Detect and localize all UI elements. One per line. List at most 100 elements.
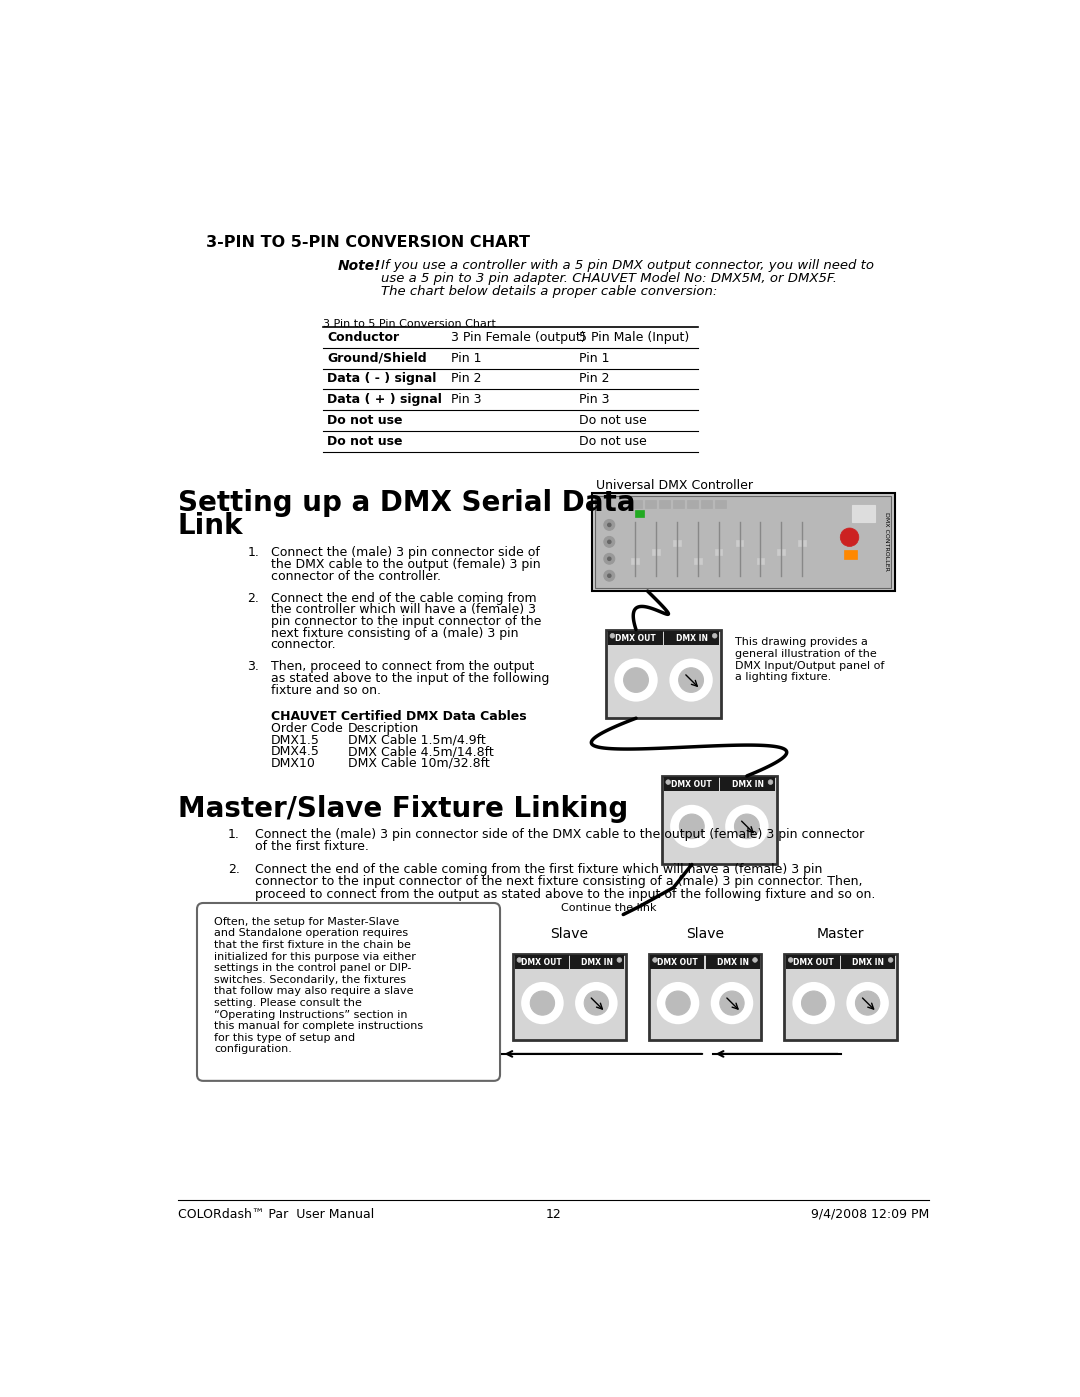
Circle shape bbox=[604, 520, 615, 531]
Circle shape bbox=[607, 556, 611, 562]
Text: 3 Pin to 5 Pin Conversion Chart: 3 Pin to 5 Pin Conversion Chart bbox=[323, 320, 496, 330]
Text: 3.: 3. bbox=[247, 661, 259, 673]
Text: Connect the end of the cable coming from the first fixture which will have a (fe: Connect the end of the cable coming from… bbox=[255, 863, 823, 876]
Circle shape bbox=[888, 958, 893, 963]
Circle shape bbox=[623, 668, 648, 693]
Text: of the first fixture.: of the first fixture. bbox=[255, 840, 369, 852]
Bar bbox=[650, 956, 704, 970]
Circle shape bbox=[517, 958, 522, 963]
Text: Pin 2: Pin 2 bbox=[451, 373, 482, 386]
Bar bbox=[778, 549, 785, 555]
Text: 3 Pin Female (output): 3 Pin Female (output) bbox=[451, 331, 585, 344]
Text: Slave: Slave bbox=[551, 928, 589, 942]
Text: Note!: Note! bbox=[338, 260, 381, 274]
Text: DMX OUT: DMX OUT bbox=[793, 958, 834, 967]
Bar bbox=[592, 493, 894, 591]
Bar bbox=[652, 549, 660, 555]
Text: Setting up a DMX Serial Data: Setting up a DMX Serial Data bbox=[177, 489, 635, 517]
Text: Link: Link bbox=[177, 511, 243, 539]
Text: If you use a controller with a 5 pin DMX output connector, you will need to: If you use a controller with a 5 pin DMX… bbox=[381, 260, 875, 272]
Circle shape bbox=[720, 990, 744, 1016]
Text: CHAUVET Certified DMX Data Cables: CHAUVET Certified DMX Data Cables bbox=[271, 710, 526, 722]
Text: 3-PIN TO 5-PIN CONVERSION CHART: 3-PIN TO 5-PIN CONVERSION CHART bbox=[206, 235, 530, 250]
Bar bbox=[659, 500, 670, 509]
Circle shape bbox=[712, 983, 752, 1023]
Bar bbox=[673, 539, 680, 546]
Circle shape bbox=[652, 958, 658, 963]
Bar bbox=[687, 500, 698, 509]
Circle shape bbox=[666, 780, 671, 784]
Circle shape bbox=[607, 539, 611, 545]
Text: the DMX cable to the output (female) 3 pin: the DMX cable to the output (female) 3 p… bbox=[271, 557, 540, 571]
Text: Pin 1: Pin 1 bbox=[579, 352, 609, 365]
Bar bbox=[786, 956, 840, 970]
Circle shape bbox=[726, 806, 768, 847]
Circle shape bbox=[734, 814, 759, 838]
Bar bbox=[649, 954, 761, 1039]
Text: Pin 1: Pin 1 bbox=[451, 352, 482, 365]
Circle shape bbox=[576, 983, 617, 1023]
Circle shape bbox=[658, 983, 699, 1023]
Circle shape bbox=[794, 983, 834, 1023]
Text: Data ( + ) signal: Data ( + ) signal bbox=[327, 393, 442, 407]
Bar bbox=[631, 500, 642, 509]
Circle shape bbox=[523, 983, 563, 1023]
Text: DMX IN: DMX IN bbox=[717, 958, 748, 967]
Bar bbox=[662, 775, 777, 865]
Circle shape bbox=[607, 522, 611, 527]
Bar bbox=[645, 500, 656, 509]
Text: Connect the (male) 3 pin connector side of the DMX cable to the output (female) : Connect the (male) 3 pin connector side … bbox=[255, 827, 864, 841]
Text: DMX IN: DMX IN bbox=[676, 634, 707, 643]
Bar bbox=[570, 956, 624, 970]
Circle shape bbox=[610, 633, 615, 638]
Text: Data ( - ) signal: Data ( - ) signal bbox=[327, 373, 436, 386]
Circle shape bbox=[788, 958, 793, 963]
Circle shape bbox=[604, 536, 615, 548]
Text: Do not use: Do not use bbox=[579, 414, 647, 427]
Text: DMX IN: DMX IN bbox=[731, 780, 764, 789]
Bar bbox=[631, 557, 638, 564]
Text: Do not use: Do not use bbox=[579, 434, 647, 448]
Text: The chart below details a proper cable conversion:: The chart below details a proper cable c… bbox=[381, 285, 718, 299]
Circle shape bbox=[801, 990, 826, 1016]
Bar bbox=[515, 956, 568, 970]
Circle shape bbox=[855, 990, 880, 1016]
Text: Master/Slave Fixture Linking: Master/Slave Fixture Linking bbox=[177, 795, 627, 823]
Circle shape bbox=[753, 958, 757, 963]
Text: Do not use: Do not use bbox=[327, 414, 403, 427]
Text: DMX Cable 1.5m/4.9ft: DMX Cable 1.5m/4.9ft bbox=[348, 733, 486, 746]
Text: Then, proceed to connect from the output: Then, proceed to connect from the output bbox=[271, 661, 534, 673]
Circle shape bbox=[530, 990, 554, 1016]
Bar bbox=[852, 504, 875, 522]
Text: Often, the setup for Master-Slave
and Standalone operation requires
that the fir: Often, the setup for Master-Slave and St… bbox=[214, 916, 423, 1055]
Text: proceed to connect from the output as stated above to the input of the following: proceed to connect from the output as st… bbox=[255, 887, 876, 901]
Text: 2.: 2. bbox=[228, 863, 240, 876]
Text: fixture and so on.: fixture and so on. bbox=[271, 683, 380, 697]
Circle shape bbox=[607, 573, 611, 578]
Bar bbox=[701, 500, 712, 509]
Circle shape bbox=[666, 990, 690, 1016]
Text: connector.: connector. bbox=[271, 638, 336, 651]
Circle shape bbox=[584, 990, 608, 1016]
Bar bbox=[595, 496, 891, 588]
Bar bbox=[757, 557, 765, 564]
Text: the controller which will have a (female) 3: the controller which will have a (female… bbox=[271, 604, 536, 616]
Circle shape bbox=[679, 814, 704, 838]
Circle shape bbox=[768, 780, 773, 784]
Text: 9/4/2008 12:09 PM: 9/4/2008 12:09 PM bbox=[811, 1208, 930, 1221]
Text: DMX Cable 4.5m/14.8ft: DMX Cable 4.5m/14.8ft bbox=[348, 745, 494, 759]
Text: Master: Master bbox=[816, 928, 864, 942]
Text: Ground/Shield: Ground/Shield bbox=[327, 352, 427, 365]
Text: Order Code: Order Code bbox=[271, 722, 342, 735]
Text: 5 Pin Male (Input): 5 Pin Male (Input) bbox=[579, 331, 689, 344]
Bar bbox=[664, 631, 719, 645]
Circle shape bbox=[671, 806, 713, 847]
Circle shape bbox=[617, 958, 622, 963]
FancyBboxPatch shape bbox=[197, 902, 500, 1081]
Text: COLORdash™ Par  User Manual: COLORdash™ Par User Manual bbox=[177, 1208, 374, 1221]
Bar bbox=[608, 631, 663, 645]
Text: DMX Cable 10m/32.8ft: DMX Cable 10m/32.8ft bbox=[348, 757, 490, 770]
Circle shape bbox=[840, 528, 859, 546]
Text: Connect the (male) 3 pin connector side of: Connect the (male) 3 pin connector side … bbox=[271, 546, 540, 559]
Bar bbox=[706, 956, 759, 970]
